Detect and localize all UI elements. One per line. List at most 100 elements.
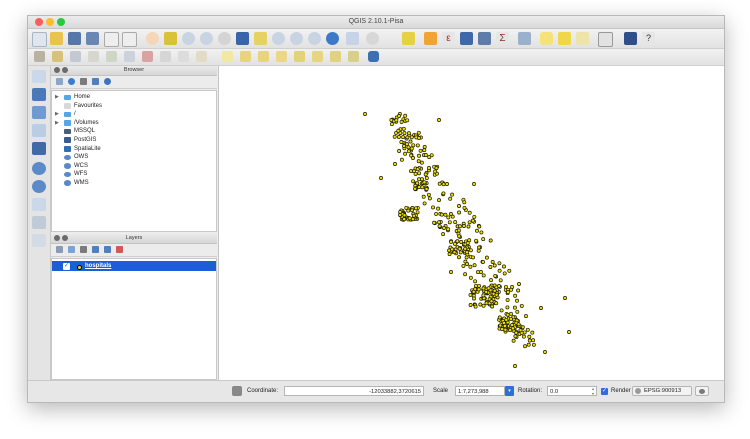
expand-arrow-icon[interactable]: ▶ (55, 119, 59, 126)
add-selected-layers-icon[interactable] (56, 78, 63, 85)
field-calculator-icon[interactable]: ε (442, 32, 455, 45)
move-feature-icon[interactable] (106, 51, 117, 62)
delete-selected-icon[interactable] (142, 51, 153, 62)
coordinate-field[interactable]: -12033882,3720615 (284, 386, 424, 396)
expand-arrow-icon[interactable]: ▶ (55, 111, 59, 118)
rotate-label-icon[interactable] (294, 51, 305, 62)
new-bookmark-icon[interactable] (558, 32, 571, 45)
python-console-icon[interactable] (368, 51, 379, 62)
browser-item[interactable]: WFS (52, 170, 216, 179)
add-wfs-layer-icon[interactable] (32, 198, 46, 211)
collapse-all-icon[interactable] (104, 246, 111, 253)
node-tool-icon[interactable] (124, 51, 135, 62)
pan-hand-icon[interactable] (146, 32, 159, 45)
zoom-last-icon[interactable] (290, 32, 303, 45)
float-panel-icon[interactable] (62, 235, 68, 241)
label-properties-icon[interactable] (330, 51, 341, 62)
zoom-actual-size-icon[interactable] (218, 32, 231, 45)
browser-item[interactable]: SpatiaLite (52, 145, 216, 154)
zoom-to-selection-icon[interactable] (254, 32, 267, 45)
pan-to-selection-icon[interactable] (164, 32, 177, 45)
remove-layer-icon[interactable] (116, 246, 123, 253)
new-print-composer-icon[interactable] (104, 32, 119, 47)
add-wcs-layer-icon[interactable] (32, 180, 46, 193)
run-feature-action-icon[interactable] (366, 32, 379, 45)
sum-statistics-icon[interactable]: Σ (496, 32, 509, 45)
label-tool-icon[interactable] (222, 51, 233, 62)
show-bookmarks-icon[interactable] (576, 32, 589, 45)
expand-all-icon[interactable] (92, 246, 99, 253)
crs-status-button[interactable]: EPSG:900913 (632, 386, 692, 396)
browser-item[interactable]: WMS (52, 179, 216, 188)
help-book-icon[interactable] (624, 32, 637, 45)
add-postgis-layer-icon[interactable] (32, 106, 46, 119)
toggle-editing-icon[interactable] (52, 51, 63, 62)
open-project-icon[interactable] (50, 32, 63, 45)
deselect-features-icon[interactable] (424, 32, 437, 45)
close-window-button[interactable] (35, 18, 43, 26)
cut-features-icon[interactable] (160, 51, 171, 62)
browser-item[interactable]: ▶ Home (52, 93, 216, 102)
render-checkbox[interactable]: ✓ (601, 388, 608, 395)
zoom-in-icon[interactable] (182, 32, 195, 45)
browser-item[interactable]: Favourites (52, 102, 216, 111)
pin-labels-icon[interactable] (240, 51, 251, 62)
add-feature-icon[interactable] (88, 51, 99, 62)
collapse-all-icon[interactable] (92, 78, 99, 85)
attribute-table-icon[interactable] (460, 32, 473, 45)
change-label-icon[interactable] (312, 51, 323, 62)
messages-button[interactable] (695, 386, 709, 396)
browser-item[interactable]: OWS (52, 153, 216, 162)
identify-features-icon[interactable] (346, 32, 359, 45)
new-project-icon[interactable] (32, 32, 47, 47)
browser-item[interactable]: WCS (52, 162, 216, 171)
add-group-icon[interactable] (68, 246, 75, 253)
zoom-window-button[interactable] (57, 18, 65, 26)
expand-arrow-icon[interactable]: ▶ (55, 94, 59, 100)
save-as-icon[interactable] (86, 32, 99, 45)
filter-legend-icon[interactable] (80, 246, 87, 253)
float-panel-icon[interactable] (62, 67, 68, 73)
move-label-icon[interactable] (276, 51, 287, 62)
add-mssql-layer-icon[interactable] (32, 142, 46, 155)
whats-this-icon[interactable]: ? (642, 32, 655, 45)
add-wms-layer-icon[interactable] (32, 162, 46, 175)
rotation-stepper-icon[interactable]: ▴ ▾ (592, 386, 595, 396)
browser-item[interactable]: ▶ /Volumes (52, 119, 216, 128)
layer-visibility-checkbox[interactable]: ✓ (63, 262, 70, 270)
close-panel-icon[interactable] (54, 235, 60, 241)
map-tips-icon[interactable] (540, 32, 553, 45)
zoom-full-icon[interactable] (236, 32, 249, 45)
paste-features-icon[interactable] (196, 51, 207, 62)
scale-combobox[interactable]: 1:7,273,988 (455, 386, 505, 396)
toggle-extents-icon[interactable] (232, 386, 242, 396)
new-shapefile-icon[interactable] (32, 234, 46, 247)
save-project-icon[interactable] (68, 32, 81, 45)
layer-properties-icon[interactable] (104, 78, 111, 85)
browser-item[interactable]: PostGIS (52, 136, 216, 145)
diagram-tool-icon[interactable] (348, 51, 359, 62)
add-spatialite-layer-icon[interactable] (32, 124, 46, 137)
zoom-out-icon[interactable] (200, 32, 213, 45)
layer-row-hospitals[interactable]: ✓ hospitals (52, 261, 216, 271)
add-vector-layer-icon[interactable] (32, 70, 46, 83)
rotation-spinbox[interactable]: 0.0 (547, 386, 597, 396)
open-layer-styling-icon[interactable] (56, 246, 63, 253)
statistical-summary-icon[interactable] (478, 32, 491, 45)
measure-line-icon[interactable] (518, 32, 531, 45)
current-edits-icon[interactable] (34, 51, 45, 62)
text-annotation-icon[interactable] (598, 32, 613, 47)
refresh-icon[interactable] (326, 32, 339, 45)
close-panel-icon[interactable] (54, 67, 60, 73)
save-layer-edits-icon[interactable] (70, 51, 81, 62)
scale-dropdown-button[interactable]: ▾ (505, 386, 514, 396)
browser-item[interactable]: MSSQL (52, 127, 216, 136)
filter-browser-icon[interactable] (80, 78, 87, 85)
zoom-to-layer-icon[interactable] (272, 32, 285, 45)
browser-item[interactable]: ▶ / (52, 110, 216, 119)
add-delimited-text-icon[interactable] (32, 216, 46, 229)
select-features-icon[interactable] (402, 32, 415, 45)
zoom-next-icon[interactable] (308, 32, 321, 45)
composer-manager-icon[interactable] (122, 32, 137, 47)
add-raster-layer-icon[interactable] (32, 88, 46, 101)
